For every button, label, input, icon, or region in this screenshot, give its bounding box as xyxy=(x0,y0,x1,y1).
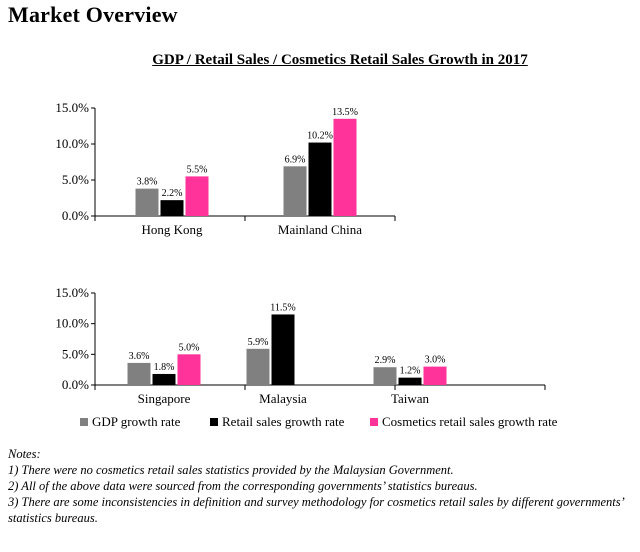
bar-hong-kong-gdp-growth-rate xyxy=(135,188,159,216)
bar-malaysia-retail-sales-growth-rate xyxy=(271,314,295,385)
y-tick-label: 10.0% xyxy=(55,316,89,331)
x-tick-label-malaysia: Malaysia xyxy=(259,391,307,406)
chart-top: 0.0% 5.0% 10.0% 15.0% 3.8% 2.2% 5.5% Hong Kong 6… xyxy=(55,100,396,237)
y-tick-label: 5.0% xyxy=(62,172,89,187)
note-line-1: 1) There were no cosmetics retail sales … xyxy=(8,463,454,477)
notes-heading: Notes: xyxy=(8,447,41,461)
data-label-taiwan-retail-sales-growth-rate: 1.2% xyxy=(400,366,421,377)
legend-swatch-gdp xyxy=(80,418,88,426)
data-label-singapore-retail-sales-growth-rate: 1.8% xyxy=(154,362,175,373)
legend: GDP growth rate Retail sales growth rate… xyxy=(80,414,600,432)
bar-mainland-china-gdp-growth-rate xyxy=(283,166,307,216)
legend-label-retail: Retail sales growth rate xyxy=(222,414,345,429)
page-title: Market Overview xyxy=(8,2,178,27)
x-tick-label-hong-kong: Hong Kong xyxy=(141,222,203,237)
data-label-malaysia-gdp-growth-rate: 5.9% xyxy=(248,337,269,348)
x-tick-label-mainland-china: Mainland China xyxy=(278,222,362,237)
data-label-singapore-cosmetics-retail-sales-growth-rate: 5.0% xyxy=(179,342,200,353)
y-tick-label: 15.0% xyxy=(55,100,89,115)
note-line-3: 3) There are some inconsistencies in def… xyxy=(8,495,624,525)
bar-hong-kong-cosmetics-retail-sales-growth-rate xyxy=(185,176,209,216)
bar-taiwan-cosmetics-retail-sales-growth-rate xyxy=(423,366,447,385)
bar-singapore-cosmetics-retail-sales-growth-rate xyxy=(177,354,201,385)
legend-item-retail: Retail sales growth rate xyxy=(210,414,344,430)
y-tick-label: 15.0% xyxy=(55,285,89,300)
data-label-mainland-china-cosmetics-retail-sales-growth-rate: 13.5% xyxy=(332,107,358,118)
x-tick-label-taiwan: Taiwan xyxy=(391,391,430,406)
bar-hong-kong-retail-sales-growth-rate xyxy=(160,200,184,216)
y-tick-label: 10.0% xyxy=(55,136,89,151)
bar-mainland-china-cosmetics-retail-sales-growth-rate xyxy=(333,118,357,216)
note-line-2: 2) All of the above data were sourced fr… xyxy=(8,479,478,493)
data-label-malaysia-retail-sales-growth-rate: 11.5% xyxy=(270,302,295,313)
data-label-mainland-china-gdp-growth-rate: 6.9% xyxy=(285,154,306,165)
y-tick-label: 0.0% xyxy=(62,208,89,223)
legend-item-cosmetics: Cosmetics retail sales growth rate xyxy=(370,414,557,430)
data-label-hong-kong-retail-sales-growth-rate: 2.2% xyxy=(162,188,183,199)
data-label-singapore-gdp-growth-rate: 3.6% xyxy=(129,351,150,362)
data-label-hong-kong-cosmetics-retail-sales-growth-rate: 5.5% xyxy=(187,164,208,175)
legend-label-cosmetics: Cosmetics retail sales growth rate xyxy=(382,414,558,429)
bar-malaysia-gdp-growth-rate xyxy=(246,348,270,385)
bar-singapore-gdp-growth-rate xyxy=(127,362,151,385)
data-label-taiwan-gdp-growth-rate: 2.9% xyxy=(375,355,396,366)
bar-mainland-china-retail-sales-growth-rate xyxy=(308,142,332,216)
legend-swatch-retail xyxy=(210,418,218,426)
legend-swatch-cosmetics xyxy=(370,418,378,426)
bar-taiwan-retail-sales-growth-rate xyxy=(398,377,422,385)
y-tick-label: 0.0% xyxy=(62,377,89,392)
notes: Notes: 1) There were no cosmetics retail… xyxy=(8,446,632,526)
chart-bottom: 0.0% 5.0% 10.0% 15.0% 3.6% 1.8% 5.0% Singapore 5… xyxy=(55,285,546,406)
y-tick-label: 5.0% xyxy=(62,346,89,361)
x-tick-label-singapore: Singapore xyxy=(138,391,191,406)
bar-taiwan-gdp-growth-rate xyxy=(373,367,397,385)
bar-singapore-retail-sales-growth-rate xyxy=(152,373,176,385)
legend-item-gdp: GDP growth rate xyxy=(80,414,180,430)
chart-title: GDP / Retail Sales / Cosmetics Retail Sa… xyxy=(152,52,528,68)
data-label-taiwan-cosmetics-retail-sales-growth-rate: 3.0% xyxy=(425,355,446,366)
legend-label-gdp: GDP growth rate xyxy=(92,414,181,429)
data-label-hong-kong-gdp-growth-rate: 3.8% xyxy=(137,177,158,188)
data-label-mainland-china-retail-sales-growth-rate: 10.2% xyxy=(307,131,333,142)
